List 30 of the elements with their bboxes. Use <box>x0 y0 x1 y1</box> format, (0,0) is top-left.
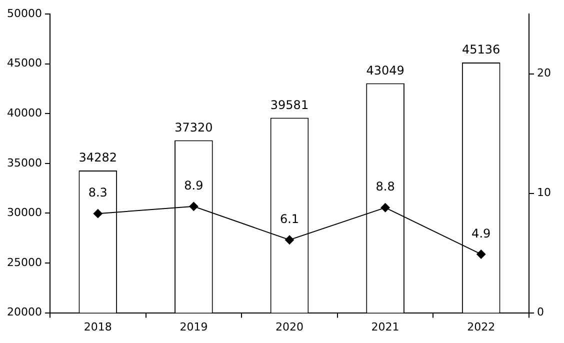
point <box>380 203 390 212</box>
y2-tick-label: 0 <box>537 306 544 319</box>
data-label: 43049 <box>366 63 404 78</box>
y-tick-label: 35000 <box>6 156 42 170</box>
data-label: 4.9 <box>472 226 491 240</box>
y-tick-label: 30000 <box>6 206 42 220</box>
y-tick-label: 20000 <box>6 306 42 319</box>
data-label: 8.8 <box>376 180 395 194</box>
data-label: 8.9 <box>184 178 204 193</box>
data-label: 34282 <box>78 150 117 165</box>
y2-tick-label: 20 <box>537 66 552 80</box>
y2-tick-label: 10 <box>537 186 552 200</box>
point <box>476 250 486 259</box>
data-label: 6.1 <box>280 212 300 226</box>
data-label: 39581 <box>270 98 309 112</box>
x-tick-label: 2018 <box>84 320 112 334</box>
y-tick-label: 25000 <box>6 256 42 269</box>
point <box>93 209 102 218</box>
x-tick-label: 2020 <box>276 320 304 334</box>
data-label: 37320 <box>174 120 213 134</box>
y-tick-label: 40000 <box>6 106 42 120</box>
data-label: 45136 <box>462 42 500 57</box>
x-tick-label: 2022 <box>467 320 496 334</box>
point <box>285 235 294 244</box>
data-label: 8.3 <box>88 186 108 200</box>
y-tick-label: 45000 <box>6 56 42 70</box>
x-tick-label: 2021 <box>371 320 400 334</box>
y-tick-label: 50000 <box>6 6 42 20</box>
x-tick-label: 2019 <box>180 320 208 334</box>
point <box>189 202 198 211</box>
